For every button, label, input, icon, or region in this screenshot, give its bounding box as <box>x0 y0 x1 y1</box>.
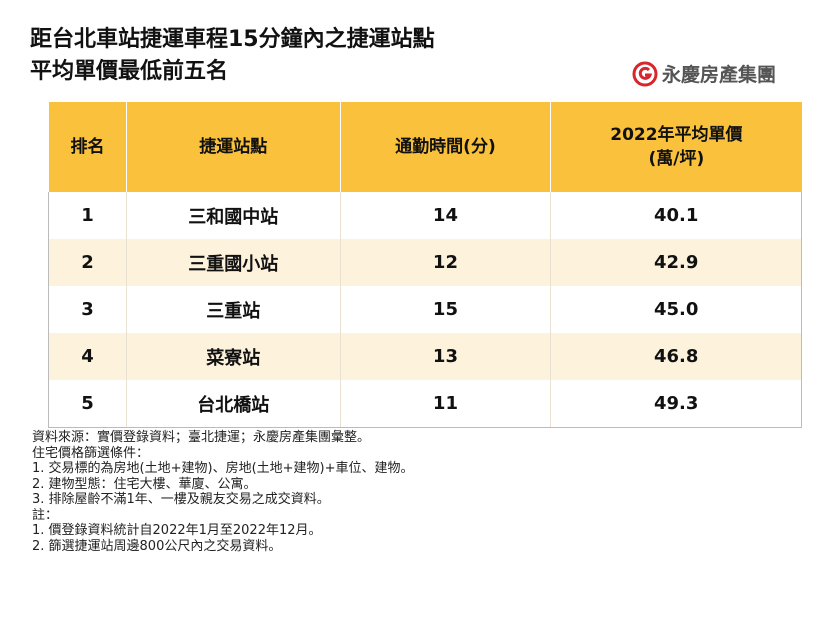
column-header: 通勤時間(分) <box>339 102 551 192</box>
logo-icon <box>632 61 658 86</box>
table-row: 1 三和國中站 14 40.1 <box>48 192 802 239</box>
note-line: 1. 價登錄資料統計自2022年1月至2022年12月。 <box>32 523 322 538</box>
cell: 3 <box>48 286 127 333</box>
title-line: 平均單價最低前五名 <box>30 59 229 84</box>
table-row: 3 三重站 15 45.0 <box>48 286 802 333</box>
header-row: 排名 捷運站點 通勤時間(分) 2022年平均單價 (萬/坪) <box>48 102 802 192</box>
note-line: 2. 篩選捷運站周邊800公尺內之交易資料。 <box>32 538 282 554</box>
cell: 49.3 <box>550 380 802 428</box>
title: 距台北車站捷運車程15分鐘內之捷運站點 平均單價最低前五名 <box>30 24 435 88</box>
note-line: 住宅價格篩選條件： <box>32 445 150 461</box>
table-row: 4 菜寮站 13 46.8 <box>48 333 802 380</box>
note-line: 1. 交易標的為房地(土地+建物)、房地(土地+建物)+車位、建物。 <box>32 461 414 476</box>
column-header: 捷運站點 <box>125 102 341 192</box>
note-line: 2. 建物型態：住宅大樓、華廈、公寓。 <box>32 476 257 492</box>
cell: 40.1 <box>550 192 802 239</box>
header-line: 2022年平均單價 <box>610 125 743 145</box>
note-line: 資料來源：實價登錄資料；臺北捷運；永慶房產集團彙整。 <box>32 430 371 445</box>
cell: 15 <box>339 286 551 333</box>
note-line: 註： <box>32 507 59 523</box>
logo-text: 永慶房產集團 <box>662 64 777 86</box>
table: 排名 捷運站點 通勤時間(分) 2022年平均單價 (萬/坪) 1 三和國中站 14 4… <box>48 102 802 428</box>
cell: 45.0 <box>550 286 802 333</box>
cell: 11 <box>339 380 551 428</box>
column-header: 2022年平均單價 (萬/坪) <box>550 102 802 192</box>
note-line: 3. 排除屋齡不滿1年、一樓及親友交易之成交資料。 <box>32 492 330 507</box>
cell: 台北橋站 <box>125 380 341 428</box>
cell: 12 <box>339 239 551 286</box>
cell: 42.9 <box>550 239 802 286</box>
cell: 13 <box>339 333 551 380</box>
title-line: 距台北車站捷運車程15分鐘內之捷運站點 <box>30 27 435 52</box>
header-line: (萬/坪) <box>648 149 705 169</box>
cell: 4 <box>48 333 127 380</box>
cell: 三重站 <box>125 286 341 333</box>
cell: 菜寮站 <box>125 333 341 380</box>
cell: 三和國中站 <box>125 192 341 239</box>
cell: 1 <box>48 192 127 239</box>
logo: 永慶房產集團 <box>632 60 776 87</box>
cell: 2 <box>48 239 127 286</box>
notes: 資料來源：實價登錄資料；臺北捷運；永慶房產集團彙整。 住宅價格篩選條件： 1. 交易… <box>32 430 414 554</box>
cell: 46.8 <box>550 333 802 380</box>
cell: 5 <box>48 380 127 428</box>
column-header: 排名 <box>48 102 127 192</box>
cell: 14 <box>339 192 551 239</box>
cell: 三重國小站 <box>125 239 341 286</box>
table-row: 5 台北橋站 11 49.3 <box>48 380 802 428</box>
table-row: 2 三重國小站 12 42.9 <box>48 239 802 286</box>
